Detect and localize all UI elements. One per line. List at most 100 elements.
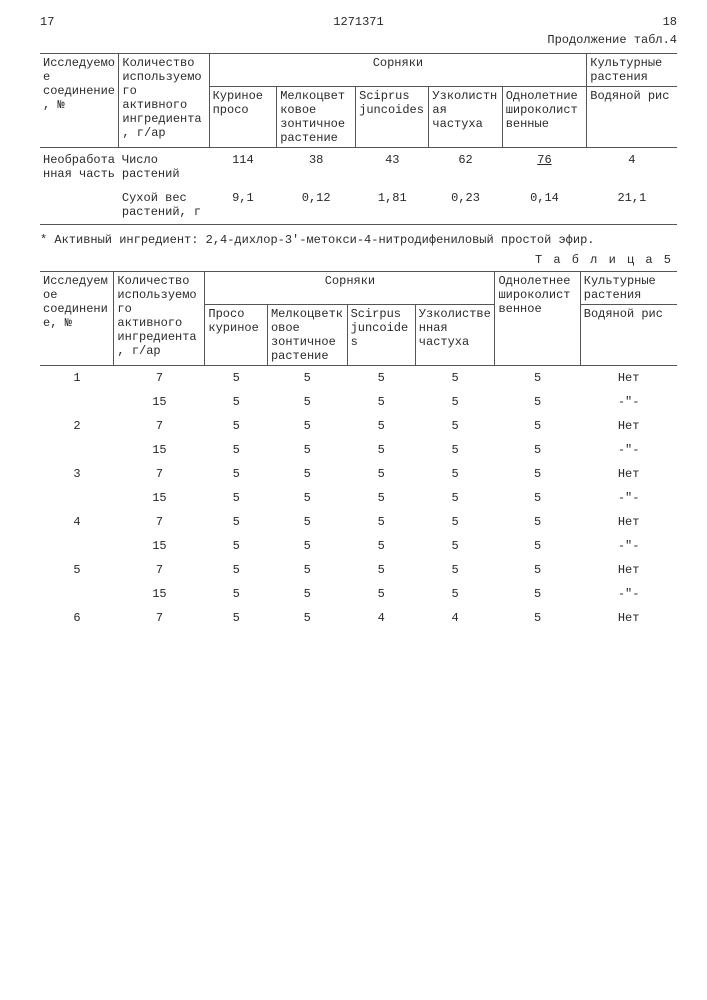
t5-header-row1: Исследуемое соединение, № Количество исп… xyxy=(40,272,677,305)
table-cell: 5 xyxy=(347,390,415,414)
table-row: 2755555Нет xyxy=(40,414,677,438)
t4-h-amount: Количество используемого активного ингре… xyxy=(119,54,209,148)
table-cell: 5 xyxy=(205,462,268,486)
table-cell: 5 xyxy=(205,438,268,462)
t4-h-weeds: Сорняки xyxy=(209,54,587,87)
t4-dryweight-label: Сухой вес растений, г xyxy=(119,186,209,224)
table-cell: 5 xyxy=(347,438,415,462)
doc-number: 1271371 xyxy=(333,15,383,29)
table-cell: 5 xyxy=(415,534,495,558)
table-cell: 5 xyxy=(267,414,347,438)
table-cell xyxy=(40,582,114,606)
table-cell: -"- xyxy=(580,390,677,414)
footnote-text: * Активный ингредиент: 2,4-дихлор-3'-мет… xyxy=(40,233,677,247)
t4-header-row1: Исследуемое соединение, № Количество исп… xyxy=(40,54,677,87)
t5-h-amount: Количество используемого активного ингре… xyxy=(114,272,205,366)
table-cell: 5 xyxy=(267,558,347,582)
table-cell: 5 xyxy=(347,510,415,534)
t5-body: 1755555Нет1555555-"-2755555Нет1555555-"-… xyxy=(40,366,677,631)
table-cell: 15 xyxy=(114,438,205,462)
table-cell: 5 xyxy=(415,558,495,582)
t5-caption: Т а б л и ц а 5 xyxy=(40,253,673,267)
t4-np-1: 114 xyxy=(209,148,277,187)
table-cell: 5 xyxy=(415,510,495,534)
table-cell: 5 xyxy=(267,582,347,606)
table-cell: 5 xyxy=(205,486,268,510)
table-row: 1555555-"- xyxy=(40,582,677,606)
table-cell: 5 xyxy=(267,390,347,414)
t4-numplants-label: Число растений xyxy=(119,148,209,187)
table-cell: 5 xyxy=(267,486,347,510)
table-cell: 5 xyxy=(267,510,347,534)
t4-bottom-rule xyxy=(40,224,677,225)
t4-h-scirpus: Sciprus juncoides xyxy=(356,87,429,148)
t4-np-3: 43 xyxy=(356,148,429,187)
t4-untreated-label: Необработанная часть xyxy=(40,148,119,225)
table-cell: 5 xyxy=(205,390,268,414)
table-row: 5755555Нет xyxy=(40,558,677,582)
table-cell: 5 xyxy=(495,462,580,486)
t4-dw-5: 0,14 xyxy=(502,186,587,224)
table-cell: -"- xyxy=(580,438,677,462)
t4-h-compound: Исследуемое соединение, № xyxy=(40,54,119,148)
table-cell: 4 xyxy=(415,606,495,630)
t4-h-cultivated: Культурные растения xyxy=(587,54,677,87)
table-row: 1755555Нет xyxy=(40,366,677,391)
table-cell: 5 xyxy=(495,366,580,391)
t5-h-scirpus: Scirpus juncoides xyxy=(347,305,415,366)
table-cell: 7 xyxy=(114,558,205,582)
table-cell: 5 xyxy=(267,606,347,630)
table-cell: Нет xyxy=(580,414,677,438)
t4-dw-4: 0,23 xyxy=(429,186,502,224)
table-cell: 5 xyxy=(347,462,415,486)
table-cell: 4 xyxy=(40,510,114,534)
table-cell: 5 xyxy=(347,366,415,391)
table-row: 4755555Нет xyxy=(40,510,677,534)
t4-dw-1: 9,1 xyxy=(209,186,277,224)
table-cell: 7 xyxy=(114,510,205,534)
table-cell: 5 xyxy=(267,462,347,486)
table-cell: 5 xyxy=(205,558,268,582)
table-cell xyxy=(40,486,114,510)
t4-row-numplants: Необработанная часть Число растений 114 … xyxy=(40,148,677,187)
table-cell: 4 xyxy=(347,606,415,630)
right-page-num: 18 xyxy=(663,15,677,29)
table-cell: 5 xyxy=(495,510,580,534)
page-numbers-row: 17 1271371 18 xyxy=(40,15,677,29)
table-cell: 5 xyxy=(415,582,495,606)
t4-np-5: 76 xyxy=(502,148,587,187)
table-cell: 5 xyxy=(205,366,268,391)
table-cell: -"- xyxy=(580,486,677,510)
table-cell: 5 xyxy=(205,534,268,558)
table-row: 1555555-"- xyxy=(40,390,677,414)
table-cell xyxy=(40,390,114,414)
table-cell: 5 xyxy=(495,534,580,558)
table-cell: 5 xyxy=(415,486,495,510)
table-cell: 5 xyxy=(347,582,415,606)
table-cell: Нет xyxy=(580,462,677,486)
t4-h-rice: Водяной рис xyxy=(587,87,677,148)
t4-np-4: 62 xyxy=(429,148,502,187)
table-cell: 5 xyxy=(415,438,495,462)
table-cell: 5 xyxy=(415,414,495,438)
table-cell: 7 xyxy=(114,606,205,630)
table-cell xyxy=(40,534,114,558)
table-cell: 7 xyxy=(114,462,205,486)
t4-np-2: 38 xyxy=(277,148,356,187)
table-cell: 5 xyxy=(205,582,268,606)
table-cell: 5 xyxy=(415,462,495,486)
t5-h-compound: Исследуемое соединение, № xyxy=(40,272,114,366)
table-cell: 5 xyxy=(347,414,415,438)
table-cell: 5 xyxy=(267,366,347,391)
t5-h-weeds: Сорняки xyxy=(205,272,495,305)
table-cell: 5 xyxy=(267,534,347,558)
table-row: 1555555-"- xyxy=(40,534,677,558)
t5-h-proso: Просо куриное xyxy=(205,305,268,366)
table-row: 6755445Нет xyxy=(40,606,677,630)
table-cell: Нет xyxy=(580,606,677,630)
table-cell: 15 xyxy=(114,582,205,606)
table-cell: 5 xyxy=(495,582,580,606)
table-row: 1555555-"- xyxy=(40,438,677,462)
table-row: 1555555-"- xyxy=(40,486,677,510)
table-cell: 15 xyxy=(114,534,205,558)
